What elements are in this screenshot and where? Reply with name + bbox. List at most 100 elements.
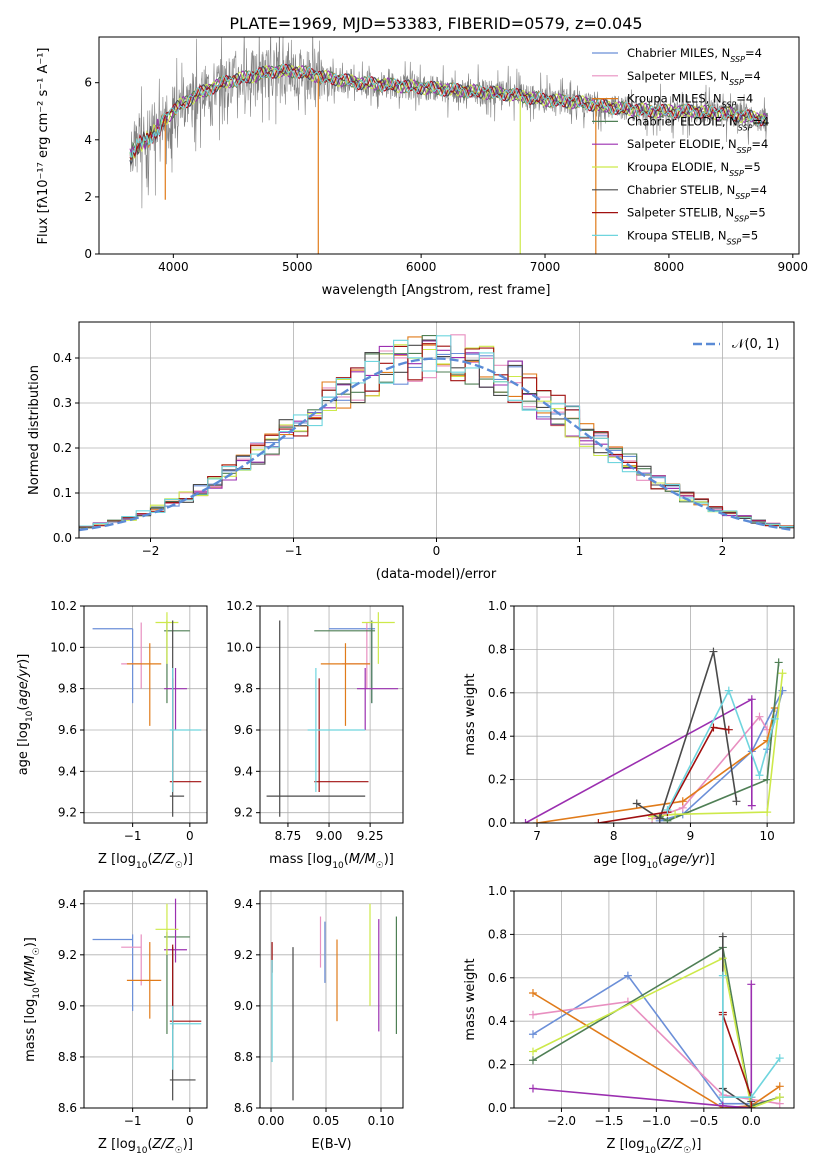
panel-4: 7 8 9 10 0.0 0.2 0.4 0.6 0.8 1.0 age [log10(age/yr… — [463, 599, 795, 871]
marker — [528, 1010, 537, 1019]
x-tick-label: 9 — [687, 829, 695, 843]
marker — [763, 808, 772, 817]
y-tick-label: 0.2 — [53, 441, 72, 455]
axes-frame — [513, 890, 795, 1109]
axes-frame — [98, 36, 800, 255]
x-axis-label: mass [log10(M/M☉)] — [269, 852, 394, 871]
x-tick-label: 0.10 — [368, 1114, 395, 1128]
marker — [718, 932, 727, 941]
y-tick-label: 9.4 — [234, 897, 253, 911]
legend-entry: 𝒩(0, 1) — [732, 337, 779, 352]
x-tick-label: −2 — [142, 544, 160, 558]
marker — [663, 816, 672, 823]
weight-line-kroupa-stelib — [721, 975, 781, 1098]
x-axis-label: (data-model)/error — [376, 567, 497, 582]
plot-area — [129, 37, 769, 254]
y-tick-label: 9.4 — [234, 764, 253, 778]
marker — [778, 669, 787, 678]
plot-area — [266, 612, 399, 817]
panel-7: −2.0 −1.5 −1.0 −0.5 0.0 0.0 0.2 0.4 0.6 0.8 1.0 Z [… — [463, 884, 795, 1156]
y-tick-label: 9.6 — [58, 723, 77, 737]
x-tick-label: 0 — [186, 829, 194, 843]
panel-1: −2 −1 0 1 2 0.0 0.1 0.2 0.3 0.4 (data-model)/error… — [27, 321, 795, 582]
marker — [663, 805, 672, 814]
marker — [747, 695, 756, 704]
x-axis-label: wavelength [Angstrom, rest frame] — [322, 283, 551, 298]
y-tick-label: 8.6 — [234, 1101, 253, 1115]
panel-2: −1 0 9.2 9.4 9.6 9.8 10.0 10.2 Z [log10(Z/Z☉)] ag… — [16, 599, 208, 871]
marker — [671, 810, 680, 819]
x-tick-label: 1 — [576, 544, 584, 558]
y-tick-label: 0.4 — [53, 351, 72, 365]
x-tick-label: −0.5 — [689, 1114, 718, 1128]
weight-line-salpeter-stelib — [598, 726, 729, 823]
axes-frame — [83, 605, 208, 824]
y-axis-label: mass weight — [463, 958, 478, 1040]
y-tick-label: 0.0 — [488, 1101, 507, 1115]
legend-entry: Kroupa MILES, NSSP=4 — [627, 92, 753, 110]
x-tick-label: 7000 — [530, 260, 561, 274]
x-axis-label: Z [log10(Z/Z☉)] — [607, 1137, 702, 1156]
panel-5: −1 0 8.6 8.8 9.0 9.2 9.4 Z [log10(Z/Z☉)] mass [l… — [23, 890, 208, 1156]
marker — [718, 971, 727, 980]
marker — [528, 988, 537, 997]
weight-line-kroupa-elodie — [532, 957, 781, 1108]
y-tick-label: 1.0 — [488, 884, 507, 898]
legend-entry: Kroupa ELODIE, NSSP=5 — [627, 160, 761, 178]
x-tick-label: 0 — [186, 1114, 194, 1128]
x-tick-label: 2 — [719, 544, 727, 558]
marker — [747, 980, 756, 989]
y-tick-label: 8.6 — [58, 1101, 77, 1115]
y-tick-label: 8.8 — [58, 1050, 77, 1064]
marker — [775, 1093, 784, 1102]
y-tick-label: 0.0 — [53, 531, 72, 545]
x-tick-label: 5000 — [282, 260, 313, 274]
y-tick-label: 10.2 — [226, 599, 253, 613]
y-tick-label: 9.2 — [58, 948, 77, 962]
marker — [623, 971, 632, 980]
y-tick-label: 9.6 — [234, 723, 253, 737]
weight-line-kroupa-elodie — [652, 673, 784, 818]
y-tick-label: 0.4 — [488, 729, 507, 743]
model-chabrier-elodie — [129, 64, 768, 158]
y-tick-label: 10.0 — [50, 640, 77, 654]
marker — [774, 658, 783, 667]
panel-3: 8.75 9.00 9.25 9.2 9.4 9.6 9.8 10.0 10.2 mass [lo… — [226, 599, 404, 871]
panel-6: 0.00 0.05 0.10 8.6 8.8 9.0 9.2 9.4 E(B-V) — [234, 890, 404, 1152]
chart-title: PLATE=1969, MJD=53383, FIBERID=0579, z=0… — [229, 14, 642, 33]
legend-entry: Salpeter ELODIE, NSSP=4 — [627, 137, 768, 155]
marker — [718, 1101, 727, 1108]
plot-area — [271, 903, 397, 1101]
weight-line-salpeter-elodie — [532, 984, 753, 1108]
marker — [755, 712, 764, 721]
y-tick-label: 0.4 — [488, 1014, 507, 1028]
x-tick-label: 10 — [760, 829, 775, 843]
y-tick-label: 0 — [84, 247, 92, 261]
x-tick-label: −1 — [124, 829, 142, 843]
y-tick-label: 8.8 — [234, 1050, 253, 1064]
x-tick-label: −1 — [285, 544, 303, 558]
axes-frame — [259, 605, 404, 824]
y-tick-label: 6 — [84, 76, 92, 90]
y-axis-label: mass weight — [463, 673, 478, 755]
y-tick-label: 9.0 — [234, 999, 253, 1013]
marker — [763, 775, 772, 784]
legend-entry: Chabrier STELIB, NSSP=4 — [627, 183, 767, 201]
marker — [724, 686, 733, 695]
x-tick-label: 0.00 — [258, 1114, 285, 1128]
marker — [763, 736, 772, 745]
x-axis-label: Z [log10(Z/Z☉)] — [98, 1137, 193, 1156]
y-tick-label: 9.2 — [234, 948, 253, 962]
x-axis-label: E(B-V) — [311, 1137, 351, 1152]
x-axis-label: age [log10(age/yr)] — [593, 852, 715, 871]
x-tick-label: 8000 — [654, 260, 685, 274]
y-tick-label: 0.1 — [53, 486, 72, 500]
y-tick-label: 10.2 — [50, 599, 77, 613]
marker — [724, 725, 733, 734]
y-tick-label: 0.8 — [488, 642, 507, 656]
x-tick-label: −1.0 — [642, 1114, 671, 1128]
x-tick-label: 9.25 — [357, 829, 384, 843]
marker — [747, 1093, 756, 1102]
y-tick-label: 9.8 — [234, 682, 253, 696]
